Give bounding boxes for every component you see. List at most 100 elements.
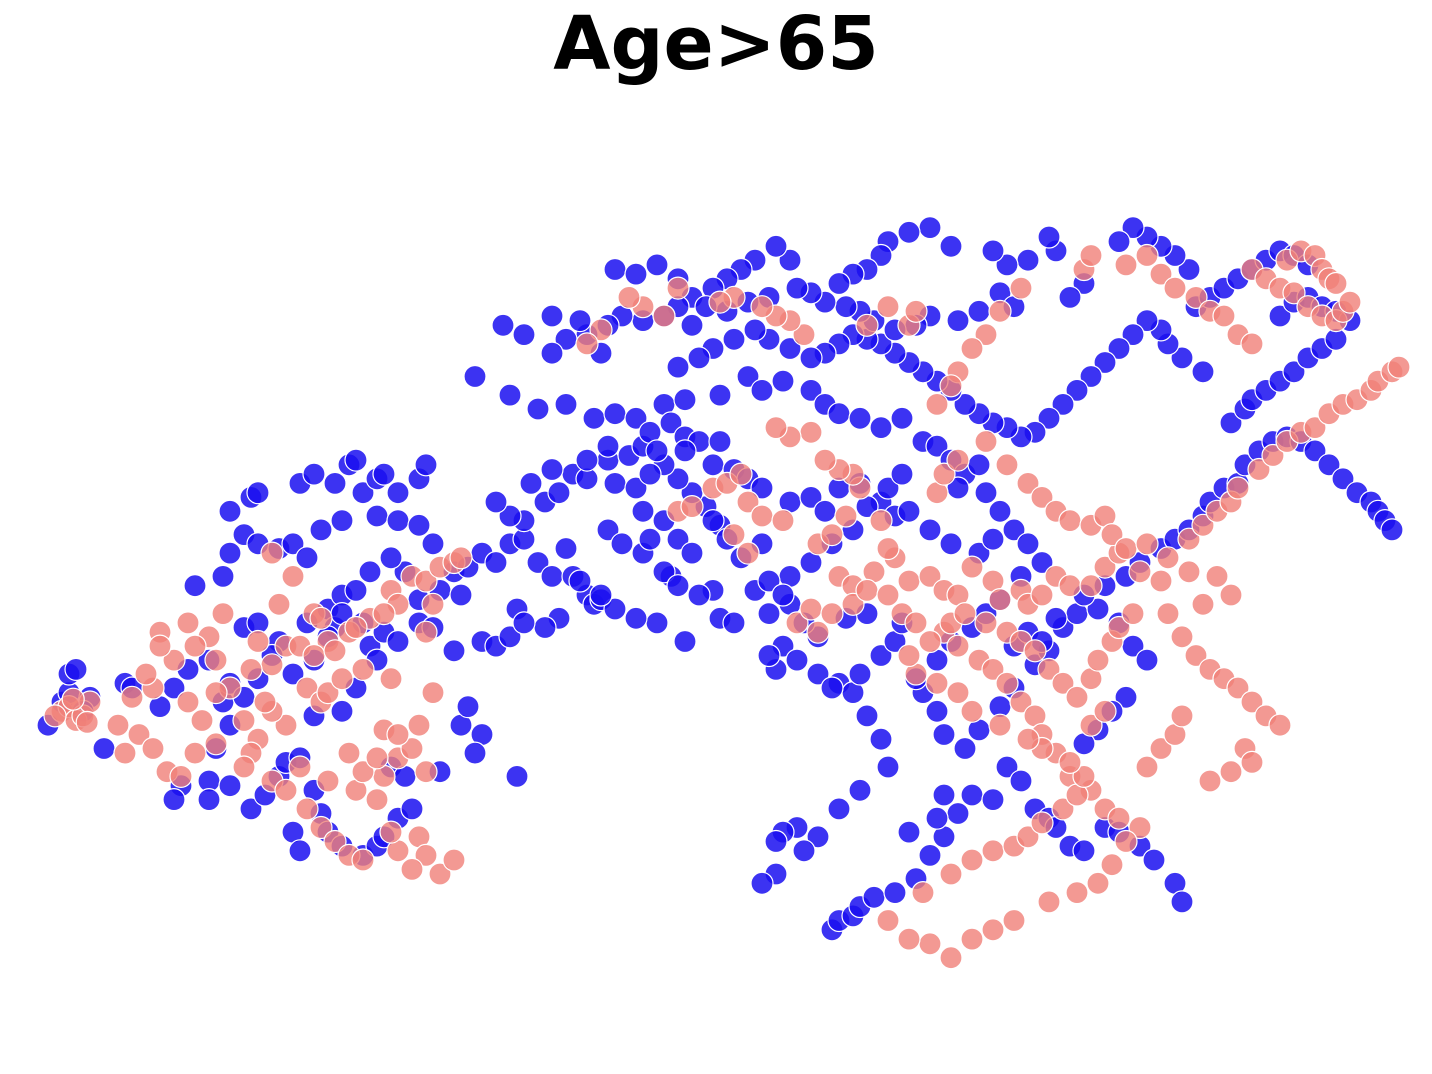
data-point [981,787,1005,812]
data-point [281,564,305,589]
data-point [939,532,963,556]
data-point [1037,406,1061,430]
data-point [218,541,242,565]
data-point [939,374,963,398]
data-point [862,885,886,909]
data-point [379,546,403,570]
data-point [848,662,872,686]
data-point [876,476,900,500]
data-point [1135,648,1159,672]
data-point [463,364,487,389]
data-point [897,927,921,951]
data-point [1135,243,1159,268]
data-point [1387,355,1411,379]
data-point [442,639,466,663]
data-point [785,648,809,672]
data-point [876,583,900,607]
data-point [582,406,606,430]
data-point [771,583,795,607]
data-point [918,932,942,956]
data-point [911,880,935,905]
data-point [1051,671,1075,695]
data-point [253,690,277,714]
data-point [1177,257,1201,282]
data-point [1219,411,1243,435]
data-point [995,453,1019,477]
data-point [624,262,648,286]
data-point [1079,364,1103,389]
data-point [701,508,725,533]
data-point [232,708,256,733]
data-point [750,871,774,895]
data-point [183,741,207,765]
data-point [981,239,1005,263]
data-point [505,764,529,789]
data-point [659,411,683,435]
data-point [974,481,998,505]
data-point [1037,657,1061,682]
data-point [939,862,963,886]
data-point [162,787,186,812]
data-point [603,257,627,282]
data-point [428,862,452,886]
data-point [932,722,956,747]
data-point [1023,639,1047,663]
data-point [1058,285,1082,309]
data-point [1149,569,1173,593]
data-point [1303,416,1327,440]
data-point [414,620,438,644]
data-point [820,676,844,700]
data-point [638,462,662,486]
data-point [43,704,67,728]
data-point [1016,248,1040,272]
data-point [421,680,445,705]
data-point [1282,281,1306,305]
data-point [813,448,837,472]
data-point [1177,527,1201,551]
series-1 [43,239,1411,970]
data-point [666,467,690,491]
data-point [897,820,921,844]
data-point [589,583,613,607]
data-point [708,383,732,407]
data-point [1282,360,1306,384]
data-point [323,639,347,663]
data-point [1114,685,1138,709]
data-point [274,713,298,737]
data-point [757,601,781,626]
data-point [1086,597,1110,621]
data-point [799,420,823,444]
data-point [1058,750,1082,775]
data-point [820,522,844,547]
data-point [344,615,368,640]
data-point [680,541,704,565]
points-layer [36,216,1411,970]
data-point [1268,304,1292,328]
data-point [960,783,984,807]
data-point [841,592,865,616]
data-point [246,629,270,654]
data-point [1212,304,1236,328]
data-point [463,741,487,765]
data-point [624,476,648,500]
data-point [351,848,375,872]
data-point [1142,848,1166,872]
data-point [449,546,473,570]
data-point [876,908,900,933]
data-point [1191,592,1215,616]
data-point [498,504,522,528]
data-point [687,346,711,370]
data-point [988,499,1012,523]
data-point [526,550,550,575]
data-point [624,606,648,630]
data-point [946,680,970,705]
data-point [785,276,809,300]
data-point [246,481,270,505]
data-point [288,755,312,779]
data-point [400,857,424,882]
data-point [946,801,970,826]
data-point [673,629,697,654]
data-point [218,774,242,798]
data-point [750,504,774,528]
